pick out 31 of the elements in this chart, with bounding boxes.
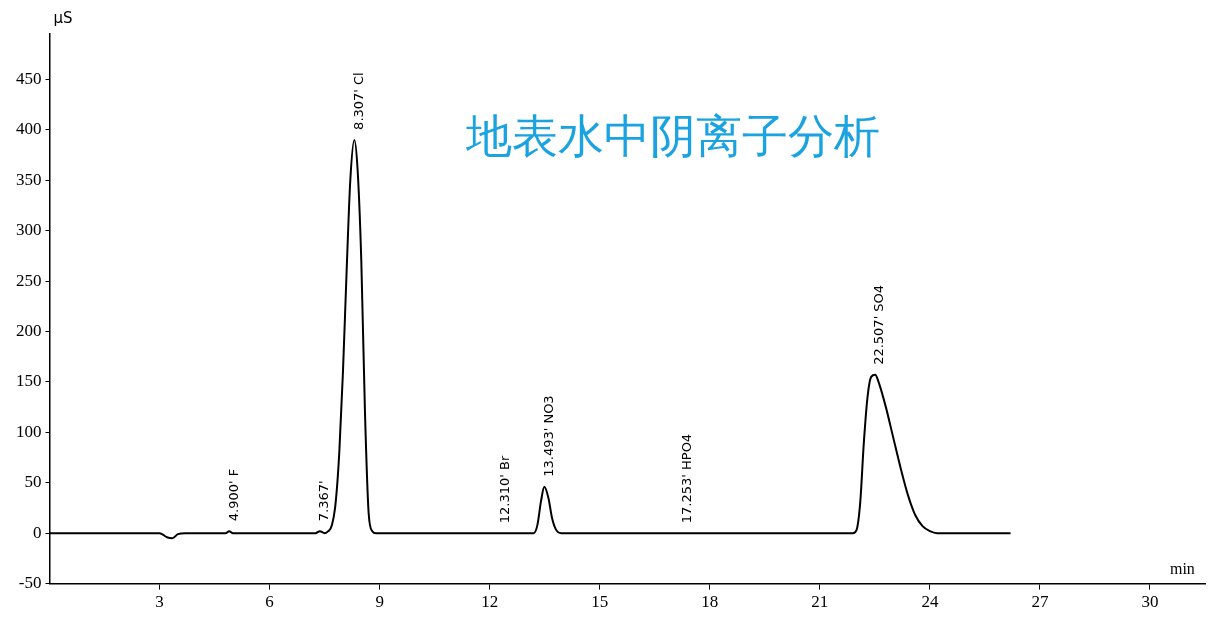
x-tick-label: 18	[701, 592, 719, 612]
y-tick-label: -50	[18, 573, 42, 593]
x-tick-label: 30	[1141, 592, 1159, 612]
x-tick-label: 15	[591, 592, 609, 612]
x-tick-label: 21	[811, 592, 829, 612]
y-tick-label: 150	[16, 371, 42, 391]
annotation: 12.310' Br	[497, 455, 513, 524]
annotation: 13.493' NO3	[540, 395, 556, 477]
y-axis-title: μS	[53, 9, 73, 28]
y-tick-label: 300	[16, 220, 42, 240]
x-tick-label: 3	[155, 592, 164, 612]
y-tick-label: 100	[16, 421, 42, 441]
annotation: 4.900' F	[225, 468, 241, 522]
annotation: 22.507' SO4	[871, 284, 887, 365]
y-tick-label: 350	[16, 169, 42, 189]
x-tick-label: 27	[1031, 592, 1049, 612]
x-tick-label: 24	[921, 592, 939, 612]
x-tick-label: 12	[481, 592, 499, 612]
annotation: 17.253' HPO4	[678, 433, 694, 524]
x-tick-label: 6	[265, 592, 274, 612]
x-axis-title: min	[1169, 559, 1195, 577]
y-tick-label: 250	[16, 270, 42, 290]
x-tick-label: 9	[375, 592, 384, 612]
y-tick-label: 0	[33, 522, 42, 542]
annotation: 7.367'	[316, 480, 332, 522]
y-tick-label: 200	[16, 320, 42, 340]
y-tick-label: 400	[16, 119, 42, 139]
annotation: 8.307' Cl	[350, 72, 366, 130]
y-tick-label: 450	[16, 68, 42, 88]
text: 地表水中阴离子分析	[465, 108, 880, 163]
y-tick-label: 50	[24, 472, 42, 492]
